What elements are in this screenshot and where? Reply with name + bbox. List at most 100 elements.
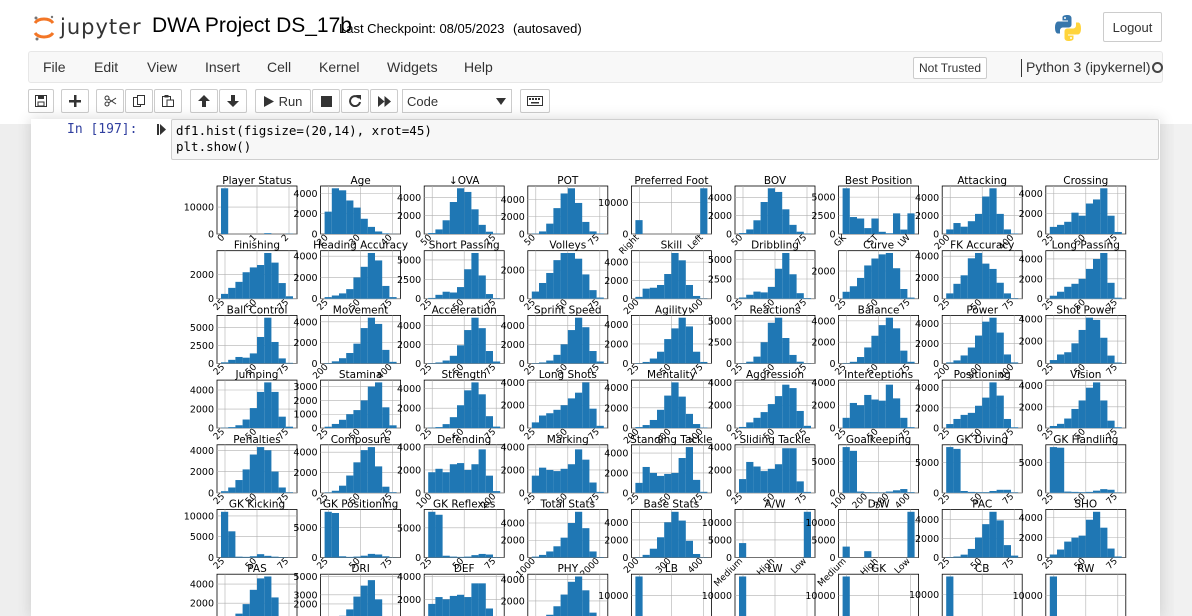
cut-button[interactable] xyxy=(96,89,124,113)
logout-button[interactable]: Logout xyxy=(1103,12,1162,42)
histogram-bar xyxy=(546,413,554,429)
menu-edit[interactable]: Edit xyxy=(94,59,119,75)
arrow-up-icon xyxy=(198,95,210,107)
interrupt-button[interactable] xyxy=(312,89,340,113)
menu-file[interactable]: File xyxy=(43,59,66,75)
jupyter-logo-text[interactable]: jupyter xyxy=(60,15,142,39)
histogram-bar xyxy=(649,419,657,429)
restart-button[interactable] xyxy=(341,89,369,113)
menu-kernel[interactable]: Kernel xyxy=(319,59,360,75)
run-button[interactable]: Run xyxy=(255,89,311,113)
cell-run-indicator-icon[interactable] xyxy=(157,124,166,135)
ytick-label: 10000 xyxy=(805,591,835,602)
histogram-bar xyxy=(435,229,443,234)
ytick-label: 4000 xyxy=(293,317,317,328)
histogram-bar xyxy=(493,426,501,429)
panel-title: PAS xyxy=(247,563,267,575)
ytick-label: 4000 xyxy=(604,320,628,331)
copy-button[interactable] xyxy=(125,89,153,113)
command-palette-button[interactable] xyxy=(520,89,550,113)
menu-cell[interactable]: Cell xyxy=(267,59,292,75)
ytick-label: 2000 xyxy=(501,266,525,277)
histogram-bar xyxy=(367,553,375,558)
histogram-bar xyxy=(360,218,368,234)
panel-title: Aggression xyxy=(746,369,804,381)
xtick-label: 0 xyxy=(216,233,227,244)
page-scrollbar[interactable] xyxy=(1174,124,1192,616)
ytick-label: 4000 xyxy=(190,446,214,457)
histogram-bar xyxy=(946,229,954,234)
histogram-bar xyxy=(967,347,975,364)
histogram-bar xyxy=(700,491,708,493)
ytick-label: 4000 xyxy=(708,378,732,389)
xtick-label: 75 xyxy=(1105,492,1120,507)
insert-cell-button[interactable] xyxy=(61,89,89,113)
histogram-panel: 5000300020000255075DRI xyxy=(293,563,402,616)
histogram-bar xyxy=(885,317,893,364)
xtick-label: 25 xyxy=(730,298,745,313)
histogram-bar xyxy=(685,447,693,493)
histogram-bar xyxy=(485,608,493,616)
panel-title: Player Status xyxy=(222,175,291,187)
ytick-label: 4000 xyxy=(915,252,939,263)
ytick-label: 4000 xyxy=(501,575,525,586)
move-down-button[interactable] xyxy=(219,89,247,113)
menu-insert[interactable]: Insert xyxy=(205,59,241,75)
notebook-name[interactable]: DWA Project DS_17b xyxy=(152,14,352,37)
histogram-bar xyxy=(360,450,368,493)
histogram-bar xyxy=(1003,489,1011,493)
xtick-label: 25 xyxy=(212,298,227,313)
ytick-label: 0 xyxy=(1037,424,1043,435)
panel-title: Marking xyxy=(547,434,589,446)
histogram-bar xyxy=(1071,343,1079,364)
histogram-bar xyxy=(478,394,486,429)
xtick-label: 25 xyxy=(1041,557,1056,572)
histogram-bar xyxy=(1049,576,1057,616)
save-button[interactable] xyxy=(28,89,54,113)
ytick-label: 0 xyxy=(519,424,525,435)
move-up-button[interactable] xyxy=(190,89,218,113)
restart-run-all-button[interactable] xyxy=(370,89,398,113)
menu-widgets[interactable]: Widgets xyxy=(387,59,438,75)
histogram-bar xyxy=(382,407,390,429)
histogram-bar xyxy=(775,191,783,234)
histogram-bar xyxy=(989,268,997,299)
histogram-bar xyxy=(1107,489,1115,493)
histogram-bar xyxy=(1085,387,1093,429)
histogram-bar xyxy=(339,358,347,364)
histogram-bar xyxy=(685,326,693,364)
jupyter-logo-icon[interactable] xyxy=(32,14,142,42)
histogram-bar xyxy=(960,414,968,429)
histogram-bar xyxy=(278,487,286,493)
ytick-label: 0 xyxy=(830,230,836,241)
histogram-bar xyxy=(353,596,361,616)
menu-help[interactable]: Help xyxy=(464,59,493,75)
histogram-bar xyxy=(493,361,501,364)
histogram-bar xyxy=(242,357,250,364)
stop-icon xyxy=(320,95,332,107)
ytick-label: 2000 xyxy=(501,212,525,223)
cell-type-select[interactable]: Code xyxy=(402,89,512,113)
histogram-bar xyxy=(642,466,650,493)
histogram-bar xyxy=(346,414,354,429)
histogram-bar xyxy=(1078,535,1086,558)
histogram-bar xyxy=(1071,537,1079,558)
ytick-label: 4000 xyxy=(811,378,835,389)
histogram-bar xyxy=(1085,268,1093,299)
histogram-bar xyxy=(449,595,457,616)
not-trusted-button[interactable]: Not Trusted xyxy=(913,57,988,79)
paste-button[interactable] xyxy=(154,89,182,113)
histogram-bar xyxy=(539,282,547,299)
histogram-bar xyxy=(257,391,265,429)
code-cell-input[interactable]: df1.hist(figsize=(20,14), xrot=45) plt.s… xyxy=(171,119,1159,160)
kernel-name[interactable]: Python 3 (ipykernel) xyxy=(1026,59,1151,75)
histogram-bar xyxy=(1064,541,1072,558)
histogram-bar xyxy=(457,188,465,234)
menu-view[interactable]: View xyxy=(147,59,178,75)
